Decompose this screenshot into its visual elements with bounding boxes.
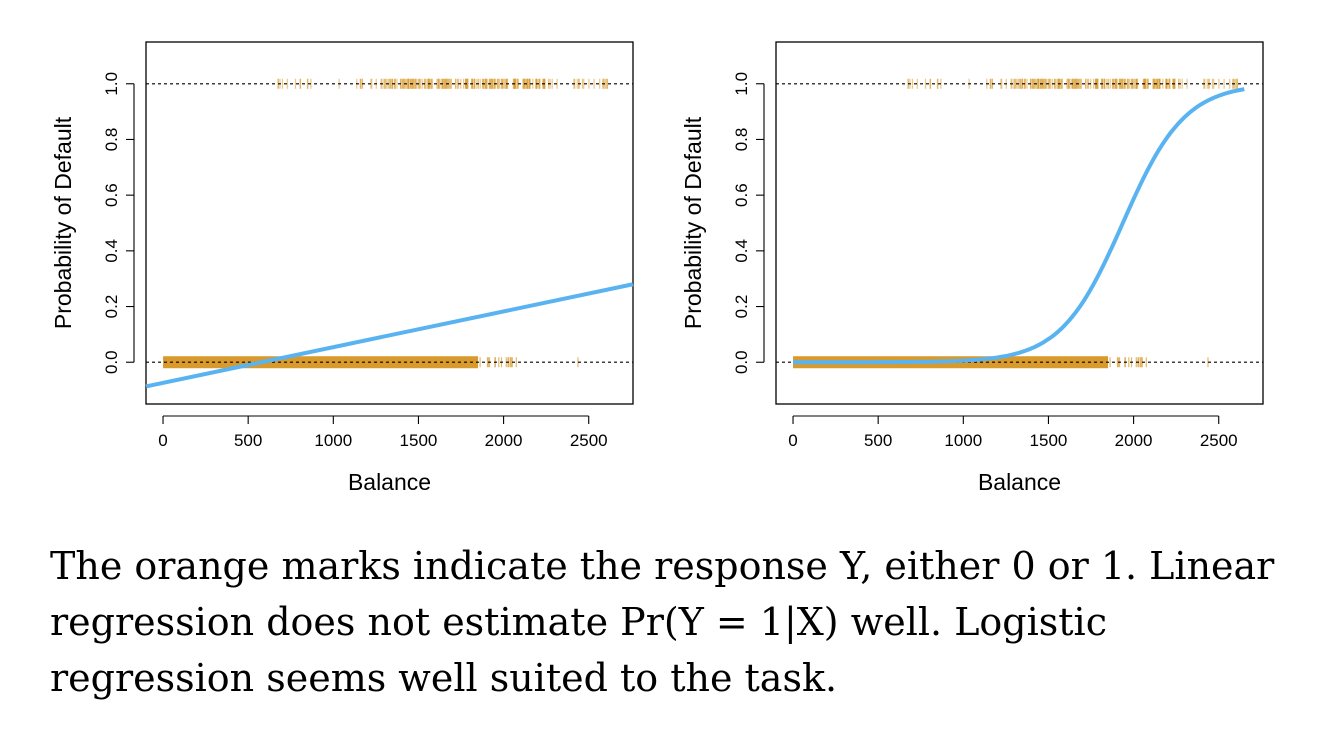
caption-line-2: regression does not estimate Pr(Y = 1|X)… bbox=[50, 600, 1107, 644]
y-tick-label: 1.0 bbox=[732, 72, 751, 96]
y-axis-label: Probability of Default bbox=[50, 116, 76, 329]
logistic-fit-curve bbox=[792, 87, 1245, 365]
y-tick-label: 0.8 bbox=[732, 128, 751, 152]
y-axis: 0.0 0.2 0.4 0.6 0.8 1.0 bbox=[732, 72, 765, 374]
reference-lines bbox=[146, 83, 633, 363]
y-tick-label: 1.0 bbox=[102, 72, 121, 96]
fit-curve-group bbox=[145, 282, 634, 389]
caption-line-3: regression seems well suited to the task… bbox=[50, 656, 838, 700]
x-tick-label: 0 bbox=[788, 431, 797, 450]
x-axis: 0 500 1000 1500 2000 2500 bbox=[788, 415, 1238, 450]
x-tick-label: 2000 bbox=[1115, 431, 1153, 450]
y-tick-label: 0.2 bbox=[732, 295, 751, 319]
x-tick-label: 2000 bbox=[485, 431, 523, 450]
logistic-regression-plot: 0 500 1000 1500 2000 2500 0.00.20.40.60.81.0 … bbox=[680, 41, 1264, 495]
x-axis-label: Balance bbox=[348, 469, 431, 495]
y-tick-label: 0.0 bbox=[102, 350, 121, 374]
y-tick-label: 0.2 bbox=[102, 295, 121, 319]
x-tick-label: 1000 bbox=[314, 431, 352, 450]
y-tick-label: 0.6 bbox=[732, 183, 751, 207]
x-tick-label: 500 bbox=[864, 431, 892, 450]
reference-lines bbox=[776, 83, 1263, 363]
x-tick-label: 500 bbox=[234, 431, 262, 450]
x-tick-label: 2500 bbox=[570, 431, 608, 450]
plot-frame bbox=[145, 41, 634, 405]
x-tick-label: 1000 bbox=[944, 431, 982, 450]
x-axis: 0 500 1000 1500 2000 2500 bbox=[158, 415, 608, 450]
x-tick-label: 0 bbox=[158, 431, 167, 450]
y-axis-label: Probability of Default bbox=[680, 116, 706, 329]
x-tick-label: 2500 bbox=[1200, 431, 1238, 450]
y-tick-label: 0.4 bbox=[102, 239, 121, 263]
y-tick-label: 0.6 bbox=[102, 183, 121, 207]
y-tick-label: 0.0 bbox=[732, 350, 751, 374]
y-tick-label: 0.8 bbox=[102, 128, 121, 152]
y-tick-label: 0.4 bbox=[732, 239, 751, 263]
response-marks bbox=[163, 78, 609, 369]
figure: 0 500 1000 1500 2000 2500 0.00.20.40.60.81.0 … bbox=[50, 41, 1264, 495]
caption-line-1: The orange marks indicate the response Y… bbox=[50, 544, 1275, 588]
response-marks bbox=[793, 78, 1239, 369]
x-tick-label: 1500 bbox=[400, 431, 438, 450]
linear-fit-line bbox=[145, 282, 634, 389]
y-axis: 0.0 0.2 0.4 0.6 0.8 1.0 bbox=[102, 72, 135, 374]
fit-curve-group bbox=[792, 87, 1245, 365]
x-axis-label: Balance bbox=[978, 469, 1061, 495]
figure-caption: The orange marks indicate the response Y… bbox=[50, 538, 1320, 706]
x-tick-label: 1500 bbox=[1030, 431, 1068, 450]
plot-frame bbox=[775, 41, 1264, 405]
linear-regression-plot: 0 500 1000 1500 2000 2500 0.00.20.40.60.81.0 … bbox=[50, 41, 634, 495]
